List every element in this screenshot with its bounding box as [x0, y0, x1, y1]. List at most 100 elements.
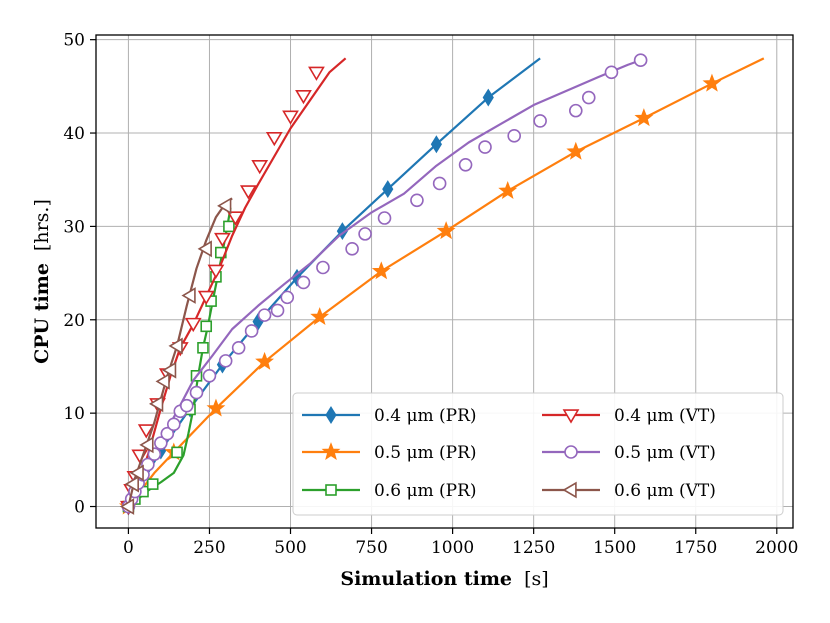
data-point [154, 436, 168, 450]
data-point [207, 264, 225, 279]
data-point [436, 221, 456, 240]
data-point [139, 436, 154, 454]
data-point [218, 354, 233, 368]
legend-marker [321, 442, 341, 461]
data-point [280, 290, 295, 305]
y-axis-label: CPU time [hrs.] [31, 199, 53, 364]
data-point [161, 361, 177, 379]
data-point [345, 242, 359, 256]
legend-label: 0.5 μm (PR) [374, 443, 477, 463]
data-point [251, 160, 269, 175]
data-point [371, 261, 391, 280]
legend-marker [325, 484, 337, 496]
legend-item: 0.4 μm (PR) [302, 406, 477, 426]
x-tick-label: 2000 [755, 538, 798, 558]
legend: 0.4 μm (PR) 0.5 μm (PR) 0.6 μm (PR) 0.4 μm … [292, 392, 784, 516]
x-axis-label-bold: Simulation time [340, 568, 512, 590]
y-axis-label-unit: [hrs.] [31, 199, 53, 251]
legend-item: 0.5 μm (PR) [302, 442, 477, 463]
x-tick-label: 750 [355, 538, 387, 558]
legend-marker [325, 406, 337, 424]
series-5 [119, 197, 233, 515]
data-point [498, 181, 518, 199]
data-point [202, 369, 217, 383]
data-point [155, 373, 170, 390]
data-point [702, 73, 722, 92]
data-point [197, 240, 212, 258]
data-point [566, 141, 586, 160]
data-point [633, 53, 648, 68]
data-point [179, 398, 194, 413]
legend-label: 0.6 μm (VT) [614, 481, 716, 501]
data-point [270, 303, 285, 318]
y-tick-label: 40 [63, 124, 85, 144]
data-point [336, 222, 348, 241]
data-point [634, 108, 654, 127]
data-point [257, 308, 272, 322]
data-point [239, 185, 257, 200]
x-axis-label-unit: [s] [524, 568, 549, 590]
data-point [214, 232, 231, 248]
data-point [410, 193, 424, 208]
plot-frame [95, 34, 794, 529]
legend-marker [562, 409, 580, 424]
x-tick-label: 1500 [593, 538, 636, 558]
ticks: 0 250 500 750 1000 1250 1500 1750 2000 0 10 20 30 40 5… [63, 31, 798, 558]
data-point [478, 140, 492, 154]
x-tick-label: 250 [193, 538, 225, 558]
data-point [568, 103, 583, 118]
legend-box [292, 392, 784, 516]
data-point [296, 275, 311, 290]
y-tick-label: 10 [63, 404, 85, 424]
data-point [171, 446, 183, 459]
x-tick-label: 1750 [674, 538, 717, 558]
data-point [430, 135, 442, 154]
legend-marker [562, 481, 577, 499]
data-point [282, 110, 299, 125]
data-point [310, 307, 330, 326]
data-point [197, 341, 209, 354]
legend-label: 0.4 μm (VT) [614, 406, 716, 426]
data-point [482, 88, 494, 107]
legend-item: 0.4 μm (VT) [542, 406, 716, 426]
data-point [206, 398, 226, 417]
data-point [358, 227, 372, 241]
data-point [167, 417, 181, 432]
series-3 [121, 58, 347, 516]
data-point [507, 129, 522, 143]
data-point [160, 426, 175, 441]
data-point [223, 220, 235, 233]
data-point [129, 464, 144, 482]
data-point [217, 197, 232, 215]
data-point [200, 320, 213, 333]
legend-marker [564, 445, 578, 459]
data-point [149, 395, 164, 413]
legend-label: 0.6 μm (PR) [374, 481, 477, 501]
data-point [168, 337, 183, 355]
data-point [227, 211, 244, 226]
data-point [231, 340, 246, 355]
data-point [295, 89, 312, 105]
data-point [137, 424, 155, 439]
data-point [382, 180, 394, 199]
legend-item: 0.6 μm (PR) [302, 481, 477, 501]
data-point [308, 66, 325, 81]
data-point [197, 290, 215, 306]
data-point [316, 260, 330, 275]
data-point [533, 114, 547, 128]
data-point [146, 478, 159, 490]
legend-item: 0.6 μm (VT) [542, 481, 716, 501]
data-point [458, 157, 473, 172]
y-tick-label: 0 [74, 498, 85, 518]
y-axis-label-bold: CPU time [31, 263, 53, 364]
data-point [184, 317, 202, 333]
y-tick-label: 50 [63, 31, 85, 51]
data-point [377, 211, 392, 225]
data-point [432, 176, 447, 191]
x-tick-label: 0 [123, 538, 134, 558]
data-point [604, 65, 619, 80]
data-point [265, 132, 283, 147]
x-tick-label: 500 [274, 538, 306, 558]
data-point [244, 324, 259, 338]
